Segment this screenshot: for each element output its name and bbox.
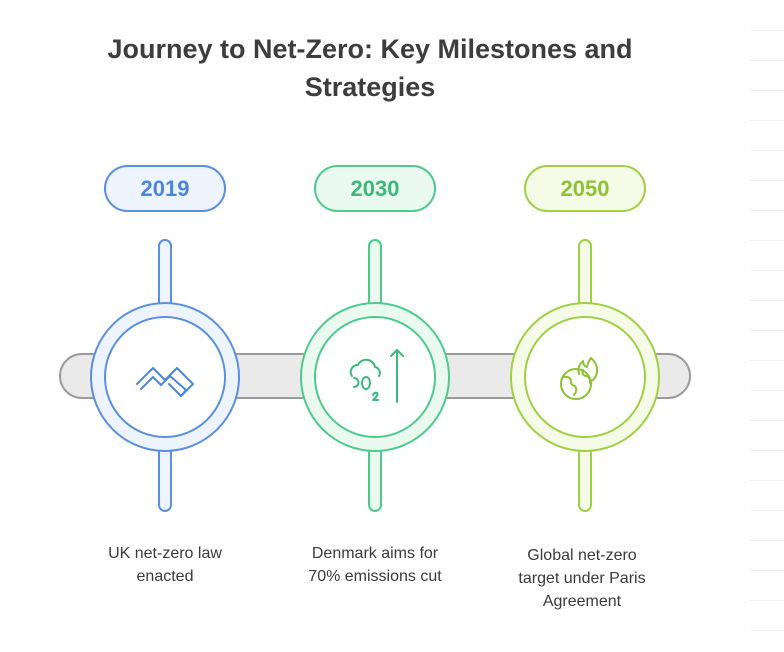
decorative-rule xyxy=(750,390,784,391)
year-pill-2050 xyxy=(524,165,646,212)
year-label-2019: 2019 xyxy=(141,176,190,201)
decorative-rule xyxy=(750,510,784,511)
caption-2030: Denmark aims for 70% emissions cut xyxy=(290,542,460,588)
caption-2050-line-1: Global net-zero xyxy=(527,547,637,564)
decorative-rule xyxy=(750,90,784,91)
decorative-rule xyxy=(750,480,784,481)
caption-2019-line-1: UK net-zero law xyxy=(108,545,222,562)
year-pill-2030 xyxy=(314,165,436,212)
decorative-rule xyxy=(750,240,784,241)
decorative-rule xyxy=(750,270,784,271)
decorative-rule xyxy=(750,60,784,61)
milestone-2019: 2019 xyxy=(90,165,240,512)
decorative-rule xyxy=(750,180,784,181)
caption-2030-line-2: 70% emissions cut xyxy=(308,568,442,585)
year-label-2030: 2030 xyxy=(351,176,400,201)
page-title: Journey to Net-Zero: Key Milestones and … xyxy=(40,30,700,106)
burning-globe-icon xyxy=(560,357,599,400)
decorative-rule xyxy=(750,120,784,121)
milestone-2050: 2050 xyxy=(510,165,660,512)
year-pill-2019 xyxy=(104,165,226,212)
decorative-rule xyxy=(750,30,784,31)
decorative-rule xyxy=(750,210,784,211)
handshake-icon xyxy=(136,367,194,397)
title-line-2: Strategies xyxy=(304,72,436,102)
decorative-rule xyxy=(750,420,784,421)
decorative-rule xyxy=(750,570,784,571)
decorative-rule xyxy=(750,150,784,151)
caption-2050-line-3: Agreement xyxy=(542,593,622,610)
decorative-rule xyxy=(750,450,784,451)
decorative-rule xyxy=(750,630,784,631)
decorative-rule xyxy=(750,300,784,301)
co2-reduction-icon xyxy=(349,349,404,403)
milestone-2030: 2030 xyxy=(300,165,450,512)
caption-2050-line-2: target under Paris xyxy=(518,570,646,587)
year-label-2050: 2050 xyxy=(561,176,610,201)
caption-2050: Global net-zero target under Paris Agree… xyxy=(497,544,667,613)
decorative-rule xyxy=(750,540,784,541)
caption-2030-line-1: Denmark aims for xyxy=(311,545,439,562)
caption-2019-line-2: enacted xyxy=(136,568,194,585)
title-line-1: Journey to Net-Zero: Key Milestones and xyxy=(107,34,633,64)
decorative-rule xyxy=(750,330,784,331)
decorative-rule xyxy=(750,600,784,601)
decorative-rule xyxy=(750,360,784,361)
caption-2019: UK net-zero law enacted xyxy=(80,542,250,588)
